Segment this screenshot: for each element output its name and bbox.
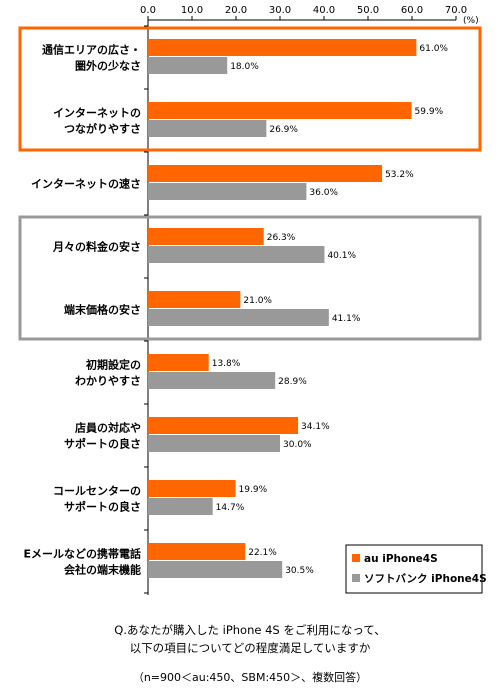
category-label: つながりやすさ: [64, 122, 141, 136]
data-label: 14.7%: [216, 503, 245, 513]
data-label: 28.9%: [278, 377, 307, 387]
category-label: 圏外の少なさ: [75, 59, 141, 73]
data-label: 26.9%: [269, 125, 298, 135]
bar-softbank: [148, 57, 228, 74]
bar-softbank: [148, 372, 276, 389]
highlight-box: [18, 26, 482, 152]
category-label: 初期設定の: [86, 358, 141, 372]
category-label: インターネットの速さ: [31, 177, 141, 191]
unit-label: (%): [463, 16, 479, 26]
bar-softbank: [148, 561, 283, 578]
data-label: 26.3%: [267, 233, 296, 243]
legend-label: ソフトバンク iPhone4S: [364, 573, 487, 585]
data-label: 61.0%: [419, 44, 448, 54]
data-label: 21.0%: [243, 296, 272, 306]
data-label: 41.1%: [332, 314, 361, 324]
bar-chart: 0.0 10.0 20.0 30.0 40.0 50.0 60.0 70.0(%) 通信エリアの…: [18, 5, 487, 595]
legend-box: [345, 544, 483, 594]
data-label: 53.2%: [385, 170, 414, 180]
category-label: コールセンターの: [53, 485, 141, 498]
caption-sample-note: （n=900＜au:450、SBM:450＞、複数回答）: [132, 671, 368, 684]
data-label: 19.9%: [239, 485, 268, 495]
data-label: 18.0%: [230, 62, 259, 72]
bar-au: [148, 291, 241, 308]
caption-question-line1: Q.あなたが購入した iPhone 4S をご利用になって、: [114, 623, 386, 637]
legend-swatch: [352, 554, 360, 562]
data-label: 13.8%: [212, 359, 241, 369]
data-label: 40.1%: [327, 251, 356, 261]
bar-au: [148, 102, 412, 119]
x-tick-label: 30.0: [269, 5, 291, 16]
x-tick-label: 10.0: [181, 5, 203, 16]
category-label: サポートの良さ: [64, 500, 141, 514]
bar-softbank: [148, 498, 213, 515]
caption-question-line2: 以下の項目についてどの程度満足していますか: [129, 641, 371, 655]
bar-au: [148, 165, 383, 182]
bar-au: [148, 543, 246, 560]
bar-au: [148, 417, 299, 434]
category-label: 端末価格の安さ: [64, 303, 141, 317]
data-label: 36.0%: [309, 188, 338, 198]
category-label: 月々の料金の安さ: [52, 240, 141, 254]
legend-label: au iPhone4S: [364, 553, 438, 565]
legend-swatch: [352, 574, 360, 582]
data-label: 22.1%: [248, 548, 277, 558]
x-tick-label: 60.0: [401, 5, 423, 16]
x-tick-label: 70.0: [445, 5, 467, 16]
x-tick-label: 0.0: [140, 5, 156, 16]
category-label: 店員の対応や: [75, 421, 141, 435]
data-label: 30.0%: [283, 440, 312, 450]
category-label: 通信エリアの広さ・: [42, 43, 141, 57]
category-label: サポートの良さ: [64, 437, 141, 451]
x-tick-label: 40.0: [313, 5, 335, 16]
category-label: わかりやすさ: [75, 375, 141, 388]
bar-softbank: [148, 246, 325, 263]
data-label: 30.5%: [285, 566, 314, 576]
bar-au: [148, 39, 417, 56]
x-tick-label: 20.0: [225, 5, 247, 16]
bar-softbank: [148, 120, 267, 137]
bar-softbank: [148, 309, 329, 326]
category-label: Eメールなどの携帯電話: [23, 547, 141, 561]
x-tick-label: 50.0: [357, 5, 379, 16]
category-label: 会社の端末機能: [64, 563, 141, 577]
highlight-box: [18, 215, 482, 341]
category-label: インターネットの: [53, 107, 141, 120]
data-label: 34.1%: [301, 422, 330, 432]
bar-softbank: [148, 435, 280, 452]
data-label: 59.9%: [415, 107, 444, 117]
bar-softbank: [148, 183, 307, 200]
bar-au: [148, 228, 264, 245]
bar-au: [148, 480, 236, 497]
bar-au: [148, 354, 209, 371]
